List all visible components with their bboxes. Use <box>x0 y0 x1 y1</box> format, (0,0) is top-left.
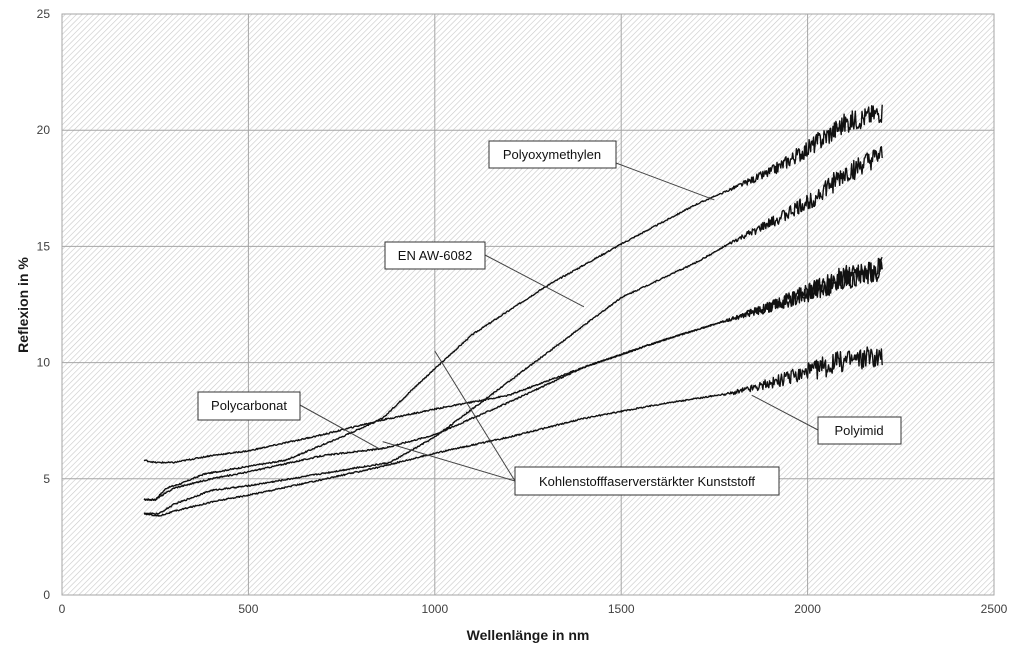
series-line <box>143 104 883 501</box>
series-line <box>143 258 883 464</box>
callout-box <box>384 241 486 270</box>
series-line <box>143 346 883 517</box>
callout-label: Kohlenstofffaserverstärkter Kunststoff <box>539 474 755 489</box>
y-axis-label: Reflexion in % <box>15 257 31 353</box>
callout-label: Polyoxymethylen <box>503 147 601 162</box>
callout-box <box>514 466 780 496</box>
callout-polyimid: Polyimid <box>751 394 902 445</box>
x-tick-label: 500 <box>238 602 258 616</box>
y-tick-label: 0 <box>43 588 50 602</box>
callout-polyoxymethylen: Polyoxymethylen <box>488 140 715 201</box>
plot-area <box>61 13 995 596</box>
x-tick-label: 2500 <box>981 602 1008 616</box>
callout-label: EN AW-6082 <box>398 248 472 263</box>
callout-box <box>817 416 902 445</box>
leader-line <box>484 254 585 308</box>
leader-line <box>615 162 715 201</box>
y-tick-label: 25 <box>37 7 51 21</box>
x-axis-label: Wellenlänge in nm <box>467 627 590 643</box>
leader-line <box>382 441 516 482</box>
x-tick-label: 0 <box>59 602 66 616</box>
series-lines <box>143 104 883 517</box>
callout-box <box>197 391 301 421</box>
callout-label: Polycarbonat <box>211 398 287 413</box>
x-tick-label: 1500 <box>608 602 635 616</box>
leader-line <box>751 394 819 431</box>
callouts: Polyoxymethylen EN AW-6082 Polycarbonat … <box>197 140 902 496</box>
callout-en-aw-6082: EN AW-6082 <box>384 241 585 308</box>
y-tick-label: 5 <box>43 472 50 486</box>
y-tick-label: 10 <box>37 356 51 370</box>
y-tick-labels: 0 5 10 15 20 25 <box>37 7 51 602</box>
callout-box <box>488 140 617 169</box>
x-tick-label: 1000 <box>421 602 448 616</box>
callout-polycarbonat: Polycarbonat <box>197 391 380 450</box>
y-tick-label: 20 <box>37 123 51 137</box>
series-line <box>143 146 883 515</box>
x-tick-labels: 0 500 1000 1500 2000 2500 <box>59 602 1008 616</box>
leader-line <box>434 350 516 482</box>
y-tick-label: 15 <box>37 239 51 253</box>
series-line <box>143 256 883 502</box>
gridlines <box>61 13 995 596</box>
x-tick-label: 2000 <box>794 602 821 616</box>
callout-label: Polyimid <box>834 423 883 438</box>
leader-line <box>299 404 380 450</box>
callout-kohlenstofffaser: Kohlenstofffaserverstärkter Kunststoff <box>382 350 780 496</box>
